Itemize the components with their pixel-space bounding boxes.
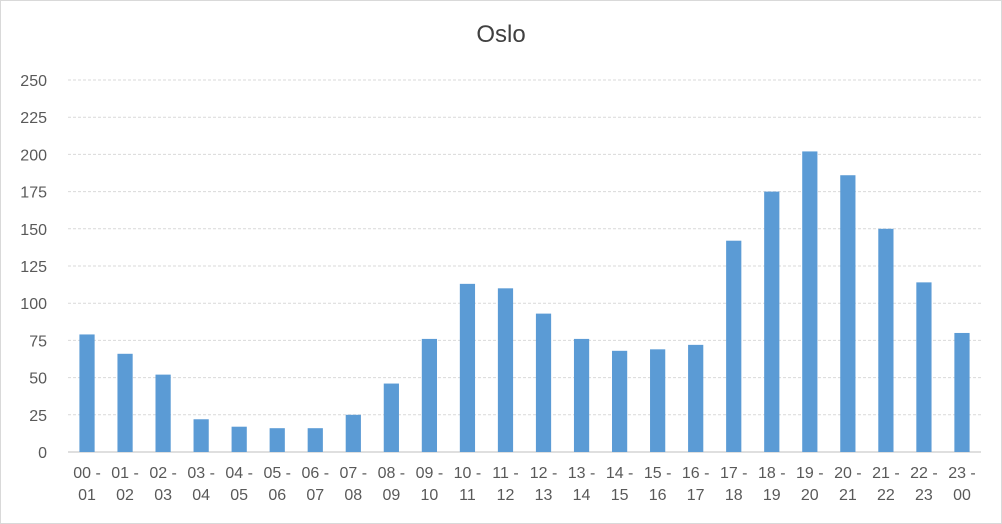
y-tick-label: 100	[20, 296, 47, 313]
y-tick-label: 225	[20, 110, 47, 127]
x-tick-label: 23 -00	[948, 465, 976, 504]
bar	[954, 332, 970, 452]
x-tick-label: 19 -20	[796, 465, 824, 504]
y-tick-label: 250	[20, 73, 47, 90]
x-tick-label: 17 -18	[720, 465, 748, 504]
bar	[117, 353, 133, 452]
bar	[802, 151, 818, 452]
bar	[573, 338, 590, 452]
x-tick-label: 08 -09	[378, 465, 406, 504]
x-tick-label: 18 -19	[758, 465, 786, 504]
bar	[840, 175, 856, 452]
bar	[155, 374, 171, 452]
bar	[269, 428, 285, 452]
bar	[459, 283, 476, 452]
y-tick-label: 75	[29, 333, 47, 350]
x-tick-label: 01 -02	[111, 465, 139, 504]
x-tick-label: 06 -07	[301, 465, 329, 504]
y-tick-label: 25	[29, 408, 47, 425]
chart-title: Oslo	[476, 21, 526, 48]
bar	[611, 350, 628, 452]
bar	[231, 426, 247, 452]
bar	[650, 349, 666, 452]
bar	[421, 338, 438, 452]
bar	[535, 313, 552, 452]
x-tick-label: 20 -21	[834, 465, 862, 504]
x-tick-label: 05 -06	[263, 465, 291, 504]
bar	[79, 334, 95, 452]
gridlines	[68, 79, 981, 453]
y-tick-label: 175	[20, 185, 47, 202]
x-tick-label: 12 -13	[530, 465, 558, 504]
x-tick-label: 14 -15	[606, 465, 634, 504]
y-tick-label: 0	[38, 445, 47, 462]
bar	[193, 419, 209, 452]
bar	[916, 282, 932, 452]
x-tick-label: 07 -08	[340, 465, 368, 504]
y-axis-tick-labels: 0 25 50 75 100 125 150 175 200 225 250	[20, 73, 47, 462]
bar	[764, 191, 780, 452]
x-tick-label: 22 -23	[910, 465, 938, 504]
x-tick-label: 16 -17	[682, 465, 710, 504]
bar	[307, 428, 323, 452]
x-tick-label: 09 -10	[416, 465, 444, 504]
bar	[726, 240, 742, 452]
x-tick-label: 00 -01	[73, 465, 101, 504]
x-axis-tick-labels: 00 -01 01 -02 02 -03 03 -04 04 -05 05 -06 06 -…	[73, 465, 976, 504]
x-tick-label: 10 -11	[454, 465, 482, 504]
bar	[688, 344, 704, 452]
x-tick-label: 15 -16	[644, 465, 672, 504]
bar	[383, 383, 399, 452]
bar	[497, 288, 514, 452]
x-tick-label: 11 -12	[492, 465, 518, 504]
x-tick-label: 03 -04	[187, 465, 215, 504]
bars	[79, 151, 970, 452]
bar	[345, 414, 361, 452]
y-tick-label: 125	[20, 259, 47, 276]
y-tick-label: 50	[29, 371, 47, 388]
y-tick-label: 150	[20, 222, 47, 239]
x-tick-label: 13 -14	[568, 465, 596, 504]
y-tick-label: 200	[20, 147, 47, 164]
x-tick-label: 04 -05	[225, 465, 253, 504]
x-tick-label: 02 -03	[149, 465, 177, 504]
bar	[878, 228, 894, 452]
x-tick-label: 21 -22	[872, 465, 900, 504]
